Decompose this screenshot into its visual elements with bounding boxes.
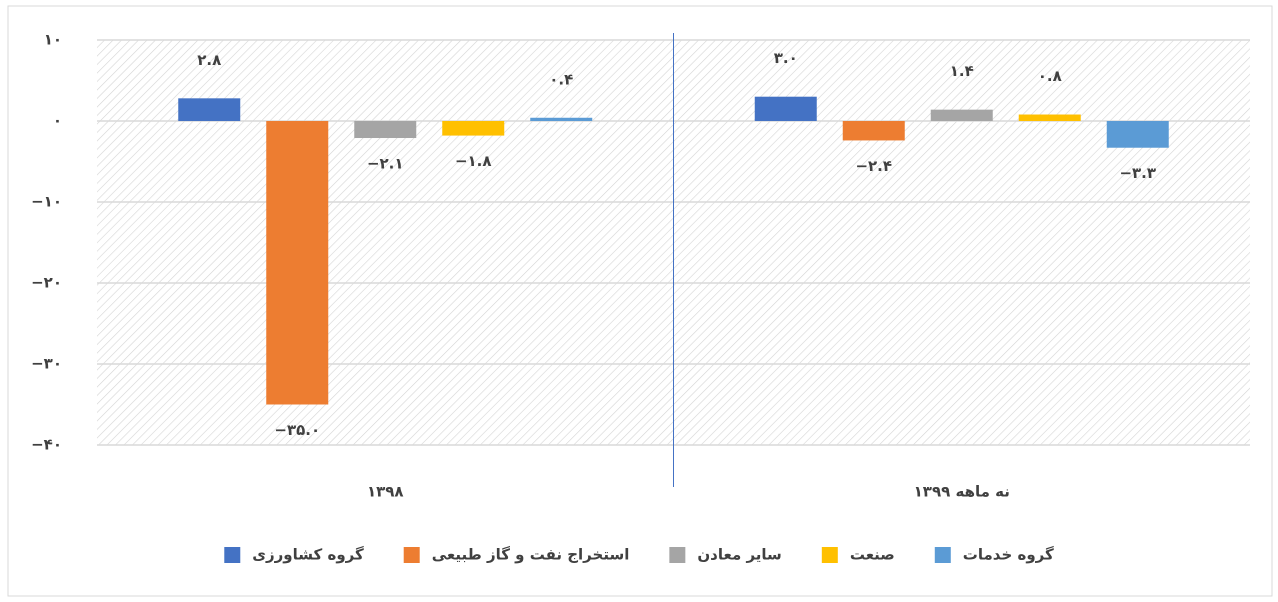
bar: [178, 98, 241, 121]
data-label: −۲.۴: [855, 157, 892, 175]
y-tick-label: −۱۰: [31, 193, 62, 211]
data-label: ۰.۸: [1038, 67, 1062, 85]
legend-label: گروه کشاورزی: [252, 546, 364, 564]
data-label: ۳.۰: [774, 49, 798, 67]
legend-swatch: [403, 547, 420, 563]
data-label: ۰.۴: [549, 70, 573, 88]
data-label: ۲.۸: [197, 51, 221, 69]
bar: [842, 121, 905, 141]
bar: [1106, 121, 1169, 148]
x-tick-label: ۱۳۹۸: [367, 483, 404, 501]
bar: [754, 96, 817, 121]
legend-swatch: [669, 547, 686, 563]
legend-swatch: [934, 547, 951, 563]
data-label: −۳۵.۰: [274, 421, 320, 439]
bar: [442, 121, 505, 136]
data-label: −۲.۱: [367, 155, 404, 173]
bar: [266, 121, 329, 405]
bar: [354, 121, 417, 139]
legend-label: گروه خدمات: [963, 546, 1054, 564]
legend-swatch: [821, 547, 838, 563]
legend-label: صنعت: [850, 546, 895, 564]
data-label: −۳.۳: [1119, 164, 1156, 182]
legend-label: سایر معادن: [697, 546, 781, 564]
x-tick-label: نه ماهه ۱۳۹۹: [914, 483, 1010, 501]
y-tick-label: −۴۰: [31, 436, 62, 454]
y-tick-label: ۱۰: [44, 31, 62, 49]
legend-label: استخراج نفت و گاز طبیعی: [432, 546, 630, 564]
data-label: −۱.۸: [455, 152, 492, 170]
y-tick-label: ۰: [53, 112, 62, 130]
y-tick-label: −۳۰: [31, 355, 62, 373]
bar: [530, 117, 593, 121]
y-tick-label: −۲۰: [31, 274, 62, 292]
legend-swatch: [224, 547, 241, 563]
bar: [1018, 114, 1081, 121]
bar: [930, 109, 993, 121]
data-label: ۱.۴: [950, 62, 974, 80]
